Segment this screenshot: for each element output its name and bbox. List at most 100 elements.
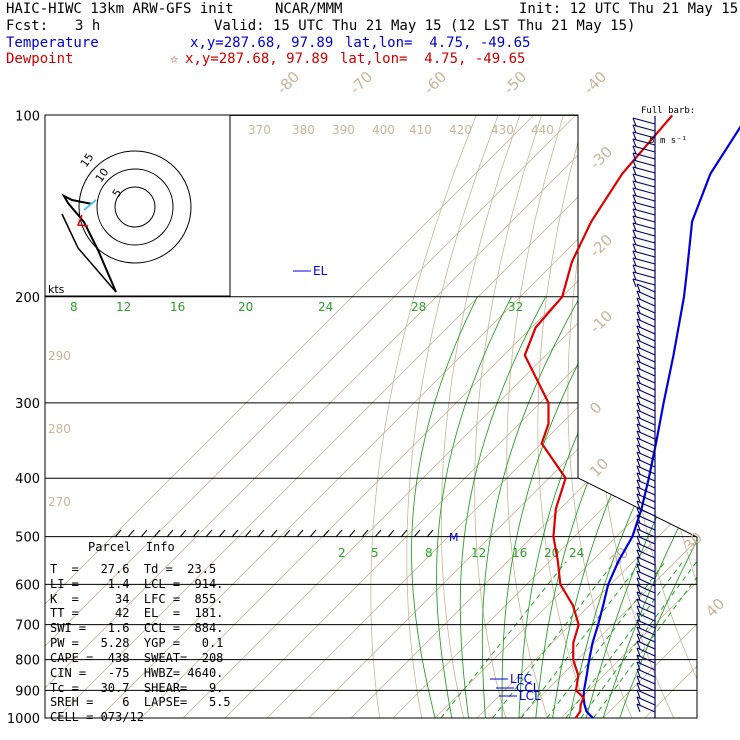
wind-barb-flag [636, 661, 641, 671]
wind-barb-flag [632, 145, 637, 155]
hatch-mark [400, 529, 408, 538]
mixing-ratio-line [492, 561, 615, 718]
wind-barb-flag [636, 437, 641, 447]
barb-legend: Full barb: 5 m s⁻¹ [641, 86, 695, 156]
parcel-row: CELL = 073/12 [50, 710, 144, 724]
wind-barb-flag [636, 507, 641, 517]
wind-barb [636, 402, 656, 412]
wind-barb [636, 290, 656, 300]
wind-barb [636, 325, 656, 335]
isotherm-line [224, 115, 697, 718]
pressure-tick-label: 100 [15, 109, 40, 124]
parcel-info-title: Parcel Info [88, 540, 175, 554]
dewpoint-latlon: lat,lon= 4.75, -49.65 [340, 51, 526, 67]
isotherm-line [56, 115, 661, 718]
wind-barb [636, 612, 656, 622]
hatch-mark [348, 529, 356, 538]
wind-barb-flag [636, 360, 641, 370]
wind-barb [632, 159, 656, 167]
wind-barb [632, 229, 656, 237]
theta-label: 280 [48, 422, 71, 436]
wind-barb [636, 696, 656, 706]
wind-barb-flag [636, 696, 641, 706]
pressure-tick-label: 700 [15, 619, 40, 634]
wind-barb-flag [636, 654, 641, 664]
wind-barb-flag [636, 409, 641, 419]
theta-label: 380 [292, 123, 315, 137]
parcel-row: K = 34 LFC = 855. [50, 592, 224, 606]
wind-barb-flag [632, 222, 637, 232]
wind-barb [636, 367, 656, 377]
wind-barb-flag [632, 180, 637, 190]
isotherm-label: 10 [586, 455, 612, 481]
wind-barb [636, 619, 656, 629]
isotherm-label: -40 [580, 68, 610, 98]
isotherm-label: 40 [702, 595, 728, 621]
wind-barb [632, 180, 656, 188]
wind-barb-flag [636, 353, 641, 363]
hatch-mark [114, 529, 122, 538]
wind-barb-flag [636, 367, 641, 377]
theta-label: 430 [491, 123, 514, 137]
wind-barb [636, 353, 656, 363]
wind-barb [636, 647, 656, 657]
wind-barb [632, 243, 656, 251]
mixed-layer-marker: M [449, 531, 459, 544]
wind-barb [636, 311, 656, 321]
theta-label: 400 [372, 123, 395, 137]
wind-barb [636, 500, 656, 510]
hatch-mark [283, 529, 291, 538]
hodograph-trace [83, 199, 97, 211]
wind-barb [636, 416, 656, 426]
wind-barb-flag [632, 187, 637, 197]
mixing-ratio-line [440, 561, 567, 718]
wind-barb-flag [632, 208, 637, 218]
wind-barb [636, 283, 656, 293]
wind-barb [636, 507, 656, 517]
hodograph-panel [44, 114, 231, 297]
wind-barb-flag [636, 570, 641, 580]
wind-barb [632, 250, 656, 258]
wind-barb-flag [636, 388, 641, 398]
wind-barb [636, 563, 656, 573]
dewpoint-line [523, 114, 674, 719]
wind-barb [636, 654, 656, 664]
wind-barb-flag [636, 430, 641, 440]
wind-barb-flag [632, 257, 637, 267]
wind-barb-flag [636, 458, 641, 468]
wind-barb [636, 549, 656, 559]
org-label: NCAR/MMM [275, 1, 343, 17]
wind-barb-flag [636, 472, 641, 482]
temperature-latlon: lat,lon= 4.75, -49.65 [345, 35, 531, 51]
wind-barb-flag [636, 493, 641, 503]
wind-barb [632, 194, 656, 202]
pressure-tick-label: 600 [15, 578, 40, 593]
wind-barb [636, 374, 656, 384]
hatch-mark [140, 529, 148, 538]
wind-barb [632, 278, 656, 286]
wind-barb-flag [632, 159, 637, 169]
wind-barb-flag [636, 381, 641, 391]
wind-barb-flag [636, 318, 641, 328]
wind-barb [636, 332, 656, 342]
hodograph-trace [76, 214, 89, 227]
mixing-ratio-label: 12 [116, 300, 131, 314]
isotherm-line [560, 115, 697, 718]
dry-adiabat-line [730, 115, 740, 730]
isotherm-label: -60 [420, 68, 450, 98]
hatch-mark [153, 529, 161, 538]
wind-barb [636, 542, 656, 552]
wind-barb-flag [632, 215, 637, 225]
wind-barb-flag [636, 689, 641, 699]
wind-barb [632, 271, 656, 279]
wind-barb-flag [636, 619, 641, 629]
mixing-ratio-label: 12 [471, 546, 486, 560]
wind-barb-flag [636, 563, 641, 573]
wind-barb-flag [632, 229, 637, 239]
wind-barb-flag [636, 486, 641, 496]
isotherm-label: -30 [586, 143, 616, 173]
wind-barb [636, 605, 656, 615]
wind-barb-flag [636, 451, 641, 461]
wind-barb-flag [636, 304, 641, 314]
wind-barb-flag [636, 465, 641, 475]
